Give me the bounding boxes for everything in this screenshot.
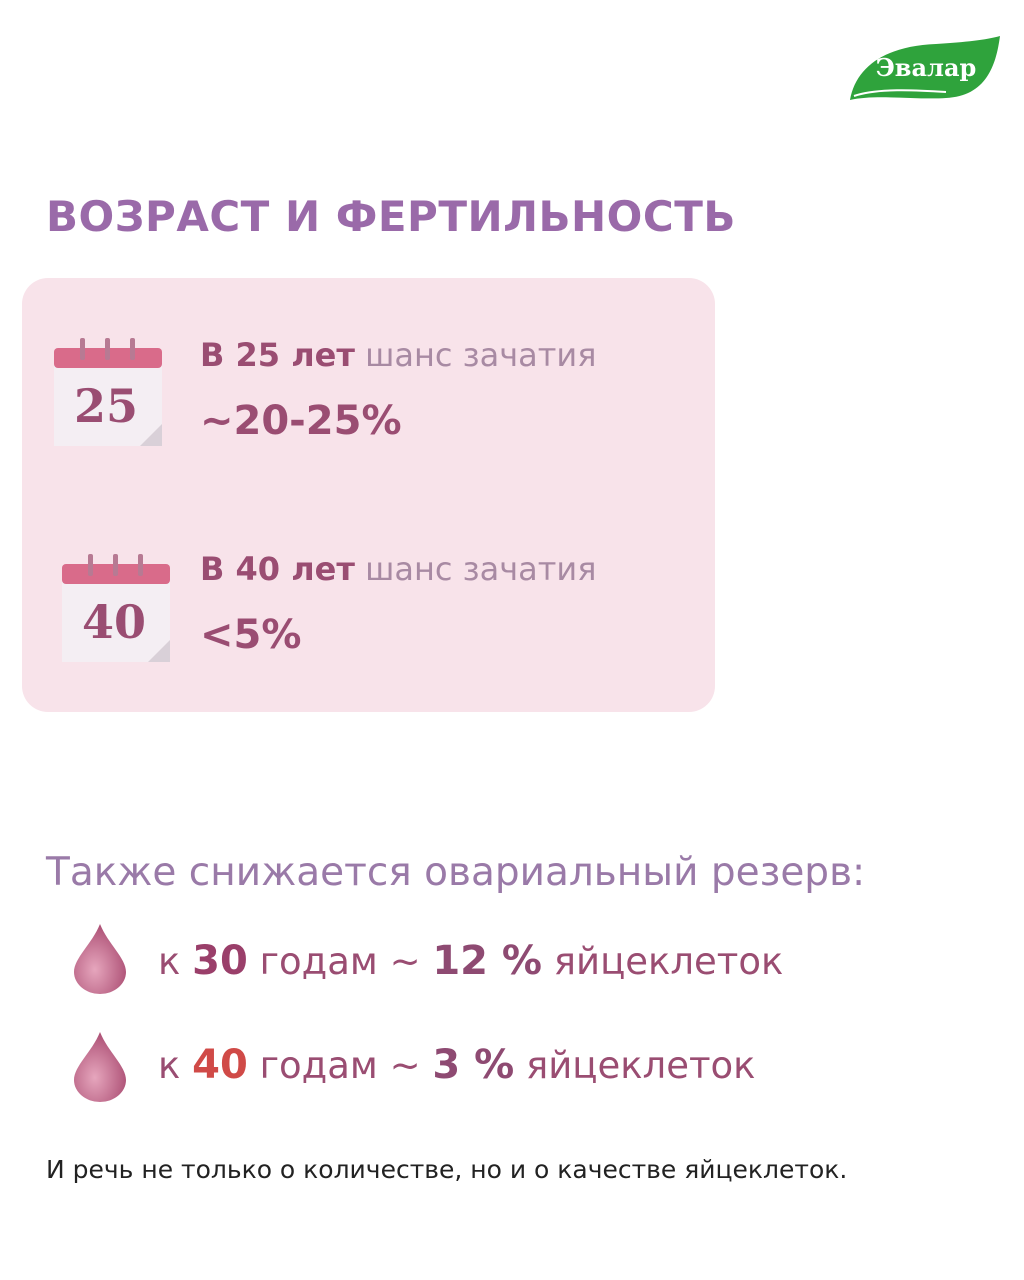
logo: Эвалар xyxy=(850,36,1000,100)
logo-text: Эвалар xyxy=(876,53,977,82)
reserve-heading: Также снижается овариальный резерв: xyxy=(46,850,866,895)
prefix: к xyxy=(158,940,181,983)
percent: 3 % xyxy=(432,1042,515,1088)
prefix: к xyxy=(158,1044,181,1087)
age-rest: шанс зачатия xyxy=(365,336,597,374)
reserve-row: к 40 годам ~ 3 % яйцеклеток xyxy=(158,1042,756,1088)
calendar-number: 40 xyxy=(82,595,146,649)
chance-value: ~20-25% xyxy=(200,398,402,444)
middle: годам ~ xyxy=(259,1044,421,1087)
drop-icon xyxy=(74,1032,126,1102)
calendar-icon: 25 xyxy=(54,338,162,446)
chance-value: <5% xyxy=(200,612,302,658)
age-lead: В 40 лет xyxy=(200,550,355,588)
age: 30 xyxy=(192,938,248,984)
card: 25 В 25 лет шанс зачатия ~20-25% 40 В 40… xyxy=(22,278,715,712)
calendar-number: 25 xyxy=(74,379,138,433)
percent: 12 % xyxy=(432,938,543,984)
age: 40 xyxy=(192,1042,248,1088)
reserve-row: к 30 годам ~ 12 % яйцеклеток xyxy=(158,938,783,984)
suffix: яйцеклеток xyxy=(553,940,784,983)
footer-text: И речь не только о количестве, но и о ка… xyxy=(46,1155,848,1184)
age-rest: шанс зачатия xyxy=(365,550,597,588)
middle: годам ~ xyxy=(259,940,421,983)
title: ВОЗРАСТ И ФЕРТИЛЬНОСТЬ xyxy=(46,192,736,241)
age-line: В 25 лет шанс зачатия xyxy=(200,336,596,374)
drop-icon xyxy=(74,924,126,994)
age-lead: В 25 лет xyxy=(200,336,355,374)
calendar-icon: 40 xyxy=(62,554,170,662)
suffix: яйцеклеток xyxy=(525,1044,756,1087)
age-line: В 40 лет шанс зачатия xyxy=(200,550,596,588)
